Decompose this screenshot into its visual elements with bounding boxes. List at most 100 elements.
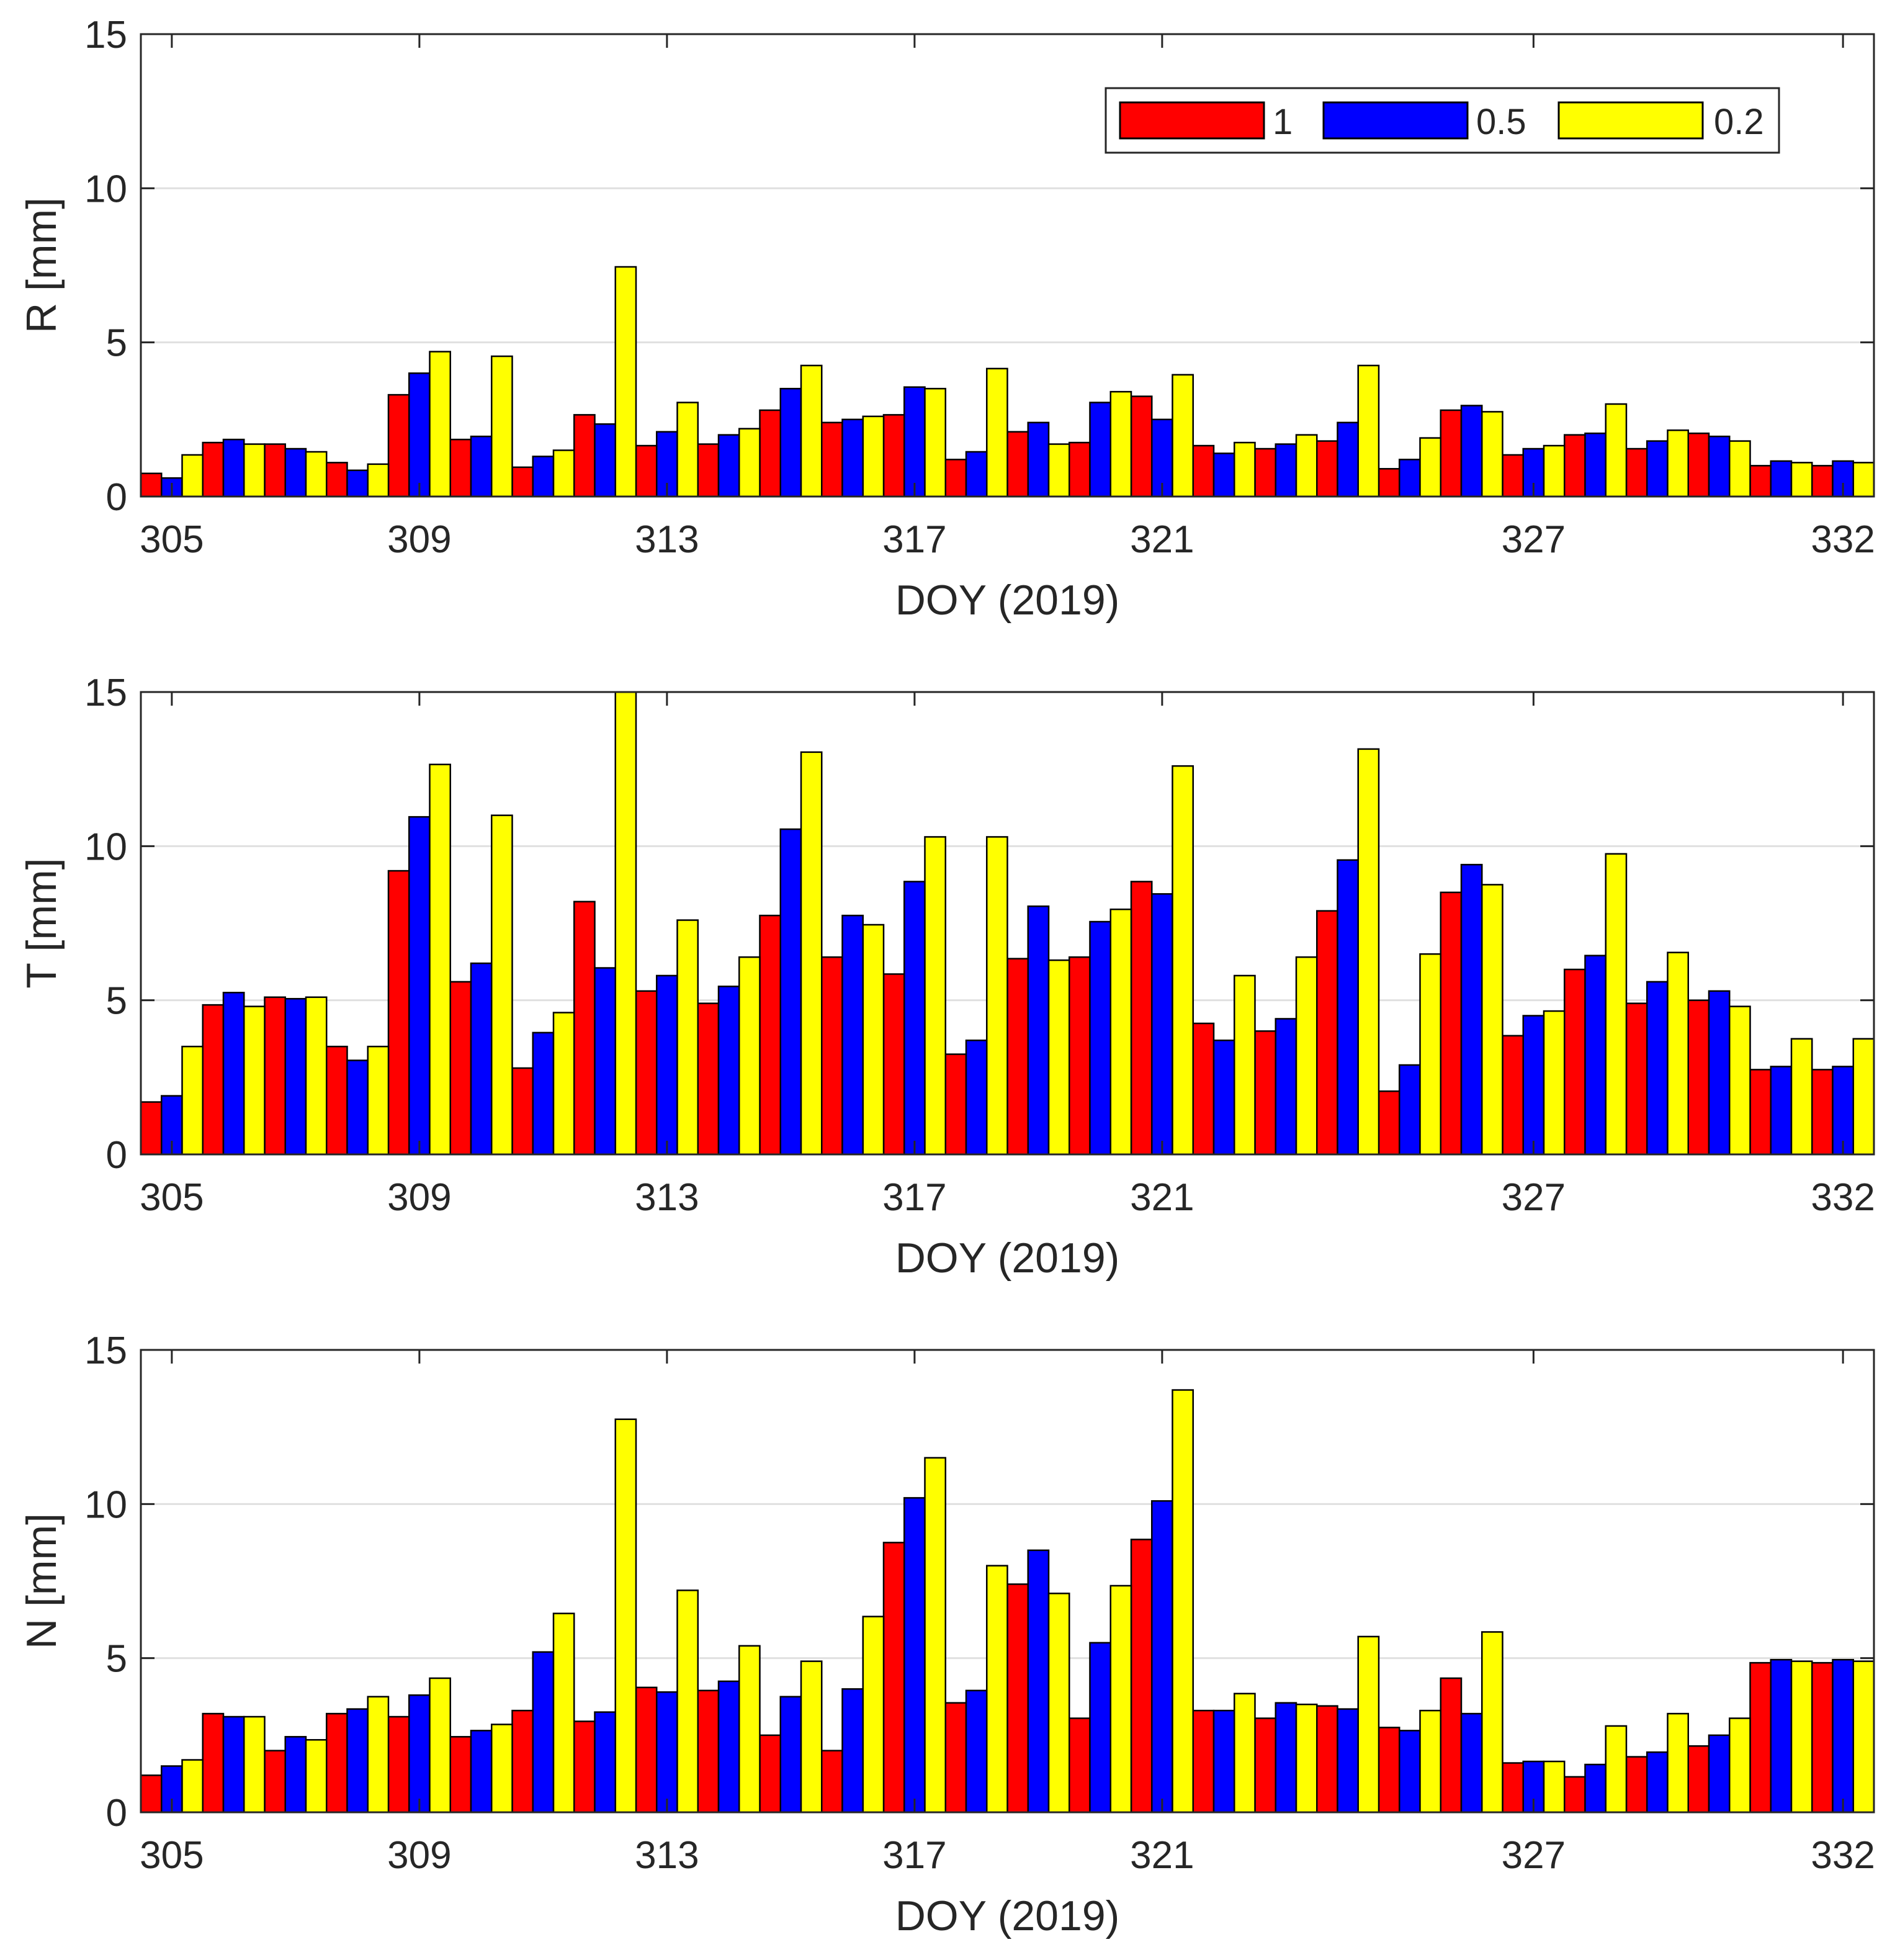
bar-n-320-s1 <box>1089 1642 1111 1814</box>
bar-t-323-s2 <box>1295 956 1318 1156</box>
bar-n-327-s0 <box>1502 1762 1524 1814</box>
bar-t-317-s2 <box>924 836 946 1156</box>
bar-t-325-s2 <box>1419 953 1441 1156</box>
bar-t-321-s0 <box>1130 881 1153 1156</box>
bar-r-324-s0 <box>1316 440 1338 498</box>
bar-n-306-s0 <box>202 1712 225 1814</box>
bar-t-309-s1 <box>408 816 431 1156</box>
bar-r-329-s2 <box>1667 429 1689 498</box>
bar-n-317-s2 <box>924 1457 946 1814</box>
bar-t-312-s1 <box>594 967 616 1156</box>
bar-t-323-s1 <box>1275 1018 1297 1156</box>
bar-r-331-s2 <box>1790 462 1813 498</box>
bar-t-329-s2 <box>1667 951 1689 1156</box>
legend-label-0: 1 <box>1273 102 1293 142</box>
bar-r-306-s1 <box>222 438 245 498</box>
bar-r-316-s1 <box>841 418 864 498</box>
bar-t-311-s2 <box>552 1012 575 1156</box>
bar-r-311-s0 <box>511 466 534 498</box>
bar-t-324-s2 <box>1357 748 1380 1156</box>
bar-n-322-s0 <box>1192 1709 1215 1814</box>
bar-r-308-s2 <box>367 463 390 498</box>
bar-t-328-s0 <box>1564 968 1586 1156</box>
bar-n-315-s0 <box>759 1734 781 1814</box>
bar-n-306-s1 <box>222 1715 245 1814</box>
legend-swatch-2 <box>1557 101 1704 140</box>
y-tick-label: 10 <box>84 168 127 210</box>
bar-n-320-s2 <box>1109 1585 1132 1814</box>
x-tick-label: 327 <box>1502 1834 1566 1877</box>
bar-n-308-s2 <box>367 1696 390 1814</box>
y-tick-label: 10 <box>84 1483 127 1526</box>
y-axis-title: T [mm] <box>18 858 65 988</box>
bar-n-308-s1 <box>346 1708 369 1814</box>
bar-n-323-s0 <box>1254 1717 1276 1814</box>
bar-n-313-s1 <box>656 1691 678 1814</box>
bar-r-326-s2 <box>1481 411 1503 498</box>
bar-r-317-s0 <box>882 414 905 498</box>
bar-r-324-s2 <box>1357 364 1380 498</box>
bar-r-327-s0 <box>1502 454 1524 498</box>
y-tick-label: 15 <box>84 1329 127 1372</box>
bar-r-315-s0 <box>759 409 781 498</box>
bar-n-323-s1 <box>1275 1702 1297 1814</box>
bar-t-331-s1 <box>1770 1066 1793 1156</box>
bar-r-329-s0 <box>1625 447 1648 498</box>
bar-r-315-s2 <box>800 364 823 498</box>
x-tick-label: 313 <box>635 1176 699 1219</box>
bar-t-325-s0 <box>1378 1090 1400 1156</box>
bar-t-329-s0 <box>1625 1002 1648 1156</box>
bar-t-307-s2 <box>305 996 328 1156</box>
bar-n-309-s0 <box>387 1715 410 1814</box>
bar-r-325-s2 <box>1419 437 1441 498</box>
bar-n-318-s1 <box>965 1689 988 1814</box>
x-axis-title: DOY (2019) <box>895 1892 1120 1940</box>
bar-n-330-s0 <box>1687 1745 1710 1814</box>
bar-n-319-s1 <box>1027 1549 1050 1814</box>
bar-n-330-s1 <box>1708 1734 1731 1814</box>
bar-t-324-s1 <box>1337 859 1359 1156</box>
bar-t-305-s2 <box>181 1045 204 1156</box>
x-tick-label: 317 <box>882 1834 946 1877</box>
bar-n-316-s0 <box>821 1750 843 1814</box>
bar-n-324-s0 <box>1316 1705 1338 1814</box>
bar-t-330-s2 <box>1729 1005 1751 1156</box>
bar-n-331-s2 <box>1790 1660 1813 1814</box>
bar-t-314-s2 <box>738 956 761 1156</box>
bar-t-311-s0 <box>511 1067 534 1156</box>
bar-n-307-s1 <box>284 1736 307 1814</box>
bar-n-309-s1 <box>408 1694 431 1814</box>
bar-n-331-s1 <box>1770 1658 1793 1814</box>
bar-n-325-s1 <box>1399 1730 1421 1814</box>
bar-n-321-s0 <box>1130 1539 1153 1814</box>
x-tick-label: 327 <box>1502 518 1566 561</box>
bar-n-327-s2 <box>1543 1760 1566 1814</box>
bar-t-321-s2 <box>1172 765 1194 1156</box>
legend: 1 0.5 0.2 <box>1105 87 1780 154</box>
bar-t-315-s1 <box>779 828 802 1156</box>
bar-n-322-s1 <box>1212 1709 1235 1814</box>
legend-swatch-0 <box>1119 101 1265 140</box>
bar-n-326-s0 <box>1440 1677 1463 1814</box>
bar-r-331-s0 <box>1749 465 1772 498</box>
bar-t-313-s0 <box>635 990 658 1156</box>
x-axis-title: DOY (2019) <box>895 577 1120 624</box>
bar-n-306-s2 <box>243 1715 266 1814</box>
bar-n-310-s1 <box>470 1730 493 1814</box>
bar-n-332-s0 <box>1811 1661 1834 1814</box>
bar-r-317-s1 <box>903 386 926 498</box>
x-tick-label: 317 <box>882 518 946 561</box>
y-tick-label: 0 <box>106 476 127 519</box>
bar-r-323-s1 <box>1275 443 1297 498</box>
bar-r-326-s1 <box>1460 405 1483 498</box>
bar-r-321-s0 <box>1130 395 1153 498</box>
bar-r-311-s1 <box>532 456 555 498</box>
y-tick-label: 0 <box>106 1134 127 1177</box>
bar-t-332-s2 <box>1852 1038 1875 1156</box>
bar-t-310-s1 <box>470 962 493 1156</box>
bar-t-331-s2 <box>1790 1038 1813 1156</box>
bar-r-319-s2 <box>1047 443 1070 498</box>
bar-n-329-s2 <box>1667 1712 1689 1814</box>
bar-t-316-s1 <box>841 914 864 1156</box>
bar-r-325-s0 <box>1378 468 1400 498</box>
